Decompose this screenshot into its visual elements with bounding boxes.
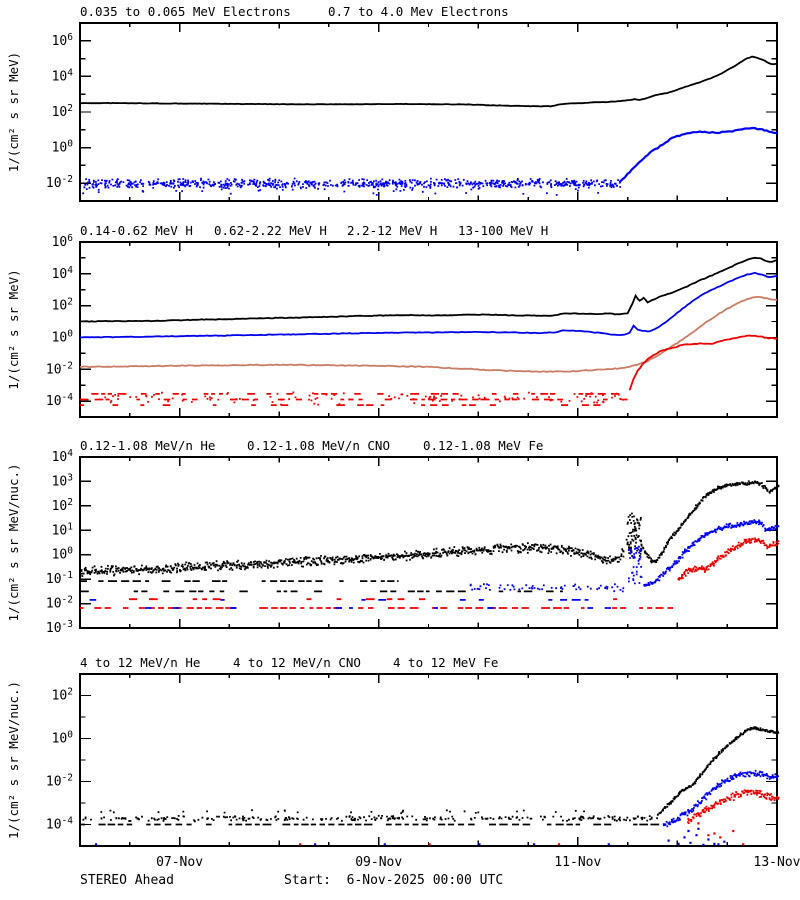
y-tick-label: 106: [52, 233, 74, 250]
series-points: [639, 480, 780, 564]
spacecraft-label: STEREO Ahead: [80, 873, 174, 888]
series-line: [628, 334, 778, 391]
legend-item: 0.7 to 4.0 Mev Electrons: [328, 4, 509, 19]
y-tick-label: 100: [52, 139, 74, 156]
legend-item: 4 to 12 MeV Fe: [393, 655, 498, 670]
y-tick-label: 102: [52, 297, 73, 314]
series-points: [128, 598, 618, 601]
y-tick-label: 10-2: [46, 360, 73, 377]
series-line: [79, 55, 778, 108]
series-points: [82, 814, 658, 823]
x-tick-label: 09-Nov: [355, 855, 402, 870]
series-line: [618, 126, 778, 183]
y-tick-label: 102: [52, 103, 73, 120]
start-time-label: Start: 6-Nov-2025 00:00 UTC: [284, 873, 504, 888]
y-tick-label: 10-2: [46, 773, 73, 790]
y-axis-title: 1/(cm² s sr MeV): [6, 269, 21, 389]
y-tick-label: 104: [52, 67, 74, 84]
y-tick-label: 10-4: [46, 816, 73, 833]
legend-item: 13-100 MeV H: [458, 223, 548, 238]
series-points: [82, 177, 622, 196]
legend-item: 0.12-1.08 MeV/n He: [80, 438, 215, 453]
series-points: [80, 580, 399, 582]
series-points: [80, 542, 625, 577]
panel-ions-high: 102 100 10-2 10-4 1/(cm² s sr MeV/nuc.) 4 to …: [6, 655, 780, 847]
panel-ions-low: 104 103 102 101 100 10-1 10-2 10-3 1/(cm² s sr M…: [6, 438, 780, 636]
series-points: [104, 391, 624, 406]
panel-protons: 106 104 102 100 10-2 10-4 1/(cm² s sr MeV) 0.14…: [6, 223, 778, 418]
panel-electrons: 106 104 102 100 10-2 1/(cm² s sr MeV) 0.035 to…: [6, 4, 778, 202]
series-points: [667, 827, 726, 846]
series-points: [643, 519, 780, 587]
series-points: [80, 404, 601, 406]
legend-item: 4 to 12 MeV/n CNO: [233, 655, 361, 670]
series-points: [469, 583, 625, 593]
series-points: [627, 545, 643, 585]
panel-frame: [79, 456, 778, 629]
series-line: [79, 256, 778, 323]
y-axis-title: 1/(cm² s sr MeV/nuc.): [6, 463, 21, 621]
series-points: [80, 398, 628, 401]
series-points: [91, 393, 620, 395]
y-tick-label: 102: [52, 497, 73, 514]
series-points: [80, 823, 660, 826]
legend-item: 0.12-1.08 MeV/n CNO: [247, 438, 390, 453]
y-tick-label: 102: [52, 687, 73, 704]
axis-ticks: [79, 241, 778, 418]
y-tick-label: 10-3: [46, 619, 73, 636]
legend-item: 0.62-2.22 MeV H: [214, 223, 327, 238]
series-points: [662, 769, 779, 828]
legend-item: 0.12-1.08 MeV Fe: [423, 438, 543, 453]
legend-item: 0.035 to 0.065 MeV Electrons: [80, 4, 291, 19]
x-tick-label: 07-Nov: [156, 855, 203, 870]
y-tick-label: 104: [52, 448, 74, 465]
panel-frame: [79, 241, 778, 418]
series-points: [100, 809, 585, 815]
y-tick-label: 10-4: [46, 392, 73, 409]
panel-frame: [79, 22, 778, 202]
series-line: [79, 296, 778, 373]
y-tick-label: 103: [52, 472, 73, 489]
y-tick-label: 106: [52, 32, 74, 49]
legend-item: 2.2-12 MeV H: [347, 223, 437, 238]
series-points: [89, 599, 589, 601]
y-tick-label: 100: [52, 546, 74, 563]
series-points: [80, 590, 563, 593]
series-points: [94, 843, 720, 846]
series-points: [697, 822, 735, 839]
y-tick-label: 101: [52, 521, 74, 538]
y-tick-label: 100: [52, 328, 74, 345]
series-points: [687, 789, 780, 824]
y-axis-title: 1/(cm² s sr MeV): [6, 52, 21, 172]
y-tick-label: 10-1: [46, 570, 73, 587]
x-tick-label: 13-Nov: [754, 855, 800, 870]
axis-ticks: [79, 456, 778, 629]
x-tick-label: 11-Nov: [554, 855, 601, 870]
y-tick-label: 100: [52, 730, 74, 747]
series-line: [80, 271, 778, 339]
series-points: [677, 537, 780, 581]
series-points: [80, 607, 673, 609]
y-tick-label: 10-2: [46, 595, 73, 612]
legend-item: 0.14-0.62 MeV H: [80, 223, 193, 238]
y-tick-label: 10-2: [46, 174, 73, 191]
legend-item: 4 to 12 MeV/n He: [80, 655, 200, 670]
y-tick-label: 104: [52, 265, 74, 282]
axis-ticks: [79, 22, 778, 202]
y-axis-title: 1/(cm² s sr MeV/nuc.): [6, 681, 21, 839]
